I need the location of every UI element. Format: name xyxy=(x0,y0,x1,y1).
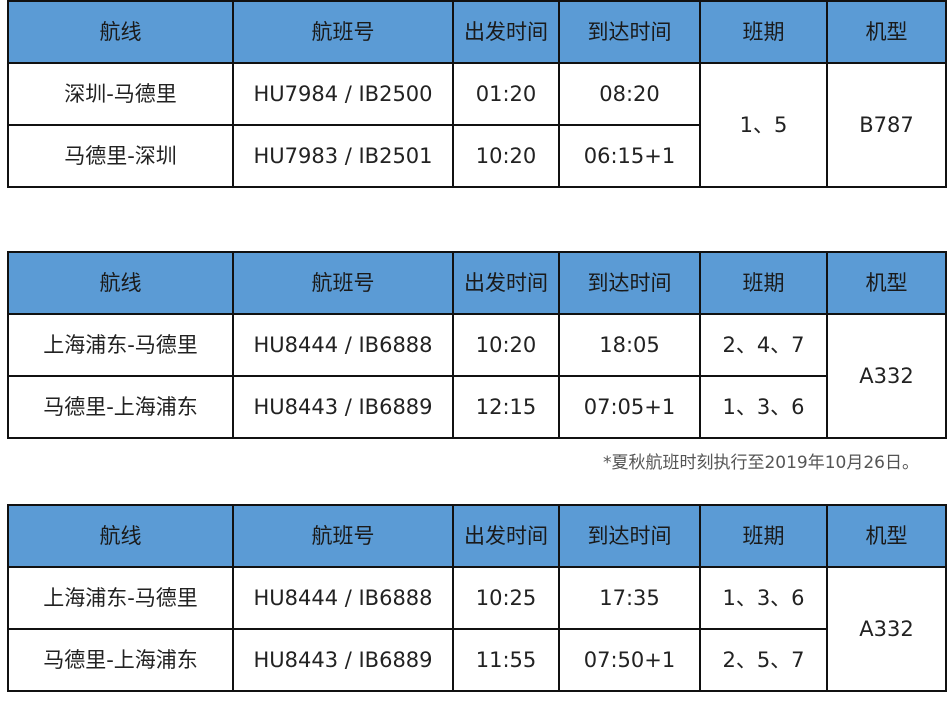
days-cell: 2、4、7 xyxy=(699,313,828,377)
flight-number-cell: HU7984 / IB2500 xyxy=(232,62,454,126)
column-header: 机型 xyxy=(826,504,947,568)
column-header: 班期 xyxy=(699,0,828,64)
departure-time-cell: 11:55 xyxy=(452,628,560,692)
departure-time-cell: 12:15 xyxy=(452,375,560,439)
flight-number-cell: HU8443 / IB6889 xyxy=(232,375,454,439)
table-row: 马德里-深圳 HU7983 / IB2501 10:20 06:15+1 xyxy=(7,124,946,188)
column-header: 出发时间 xyxy=(452,0,560,64)
arrival-time-cell: 08:20 xyxy=(558,62,701,126)
departure-time-cell: 10:20 xyxy=(452,124,560,188)
column-header: 出发时间 xyxy=(452,504,560,568)
header-row: 航线 航班号 出发时间 到达时间 班期 机型 xyxy=(7,0,947,64)
column-header: 机型 xyxy=(826,0,947,64)
departure-time-cell: 10:25 xyxy=(452,566,560,630)
column-header: 到达时间 xyxy=(558,0,701,64)
column-header: 出发时间 xyxy=(452,251,560,315)
arrival-time-cell: 06:15+1 xyxy=(558,124,701,188)
arrival-time-cell: 17:35 xyxy=(558,566,701,630)
route-cell: 上海浦东-马德里 xyxy=(7,313,234,377)
days-cell: 1、5 xyxy=(699,62,828,188)
column-header: 到达时间 xyxy=(558,504,701,568)
departure-time-cell: 01:20 xyxy=(452,62,560,126)
column-header: 航线 xyxy=(7,504,234,568)
schedule-note: *夏秋航班时刻执行至2019年10月26日。 xyxy=(602,453,919,473)
departure-time-cell: 10:20 xyxy=(452,313,560,377)
aircraft-cell: B787 xyxy=(826,62,947,188)
column-header: 航班号 xyxy=(232,251,454,315)
days-cell: 2、5、7 xyxy=(699,628,828,692)
days-cell: 1、3、6 xyxy=(699,375,828,439)
flight-number-cell: HU8444 / IB6888 xyxy=(232,313,454,377)
flight-schedule-table: 航线 航班号 出发时间 到达时间 班期 机型 上海浦东-马德里 HU8444 / IB68… xyxy=(7,504,947,692)
table-row: 深圳-马德里 HU7984 / IB2500 01:20 08:20 1、5 B78… xyxy=(7,62,947,188)
route-cell: 深圳-马德里 xyxy=(7,62,234,126)
table-row: 上海浦东-马德里 HU8444 / IB6888 10:20 18:05 2、4、… xyxy=(7,313,947,439)
route-cell: 马德里-深圳 xyxy=(7,124,234,188)
column-header: 到达时间 xyxy=(558,251,701,315)
table-row: 马德里-上海浦东 HU8443 / IB6889 12:15 07:05+1 1、… xyxy=(7,375,946,439)
column-header: 航线 xyxy=(7,251,234,315)
column-header: 班期 xyxy=(699,504,828,568)
aircraft-cell: A332 xyxy=(826,566,947,692)
arrival-time-cell: 18:05 xyxy=(558,313,701,377)
column-header: 机型 xyxy=(826,251,947,315)
flight-number-cell: HU8444 / IB6888 xyxy=(232,566,454,630)
header-row: 航线 航班号 出发时间 到达时间 班期 机型 xyxy=(7,504,947,568)
header-row: 航线 航班号 出发时间 到达时间 班期 机型 xyxy=(7,251,947,315)
table-row: 马德里-上海浦东 HU8443 / IB6889 11:55 07:50+1 2、… xyxy=(7,628,946,692)
column-header: 班期 xyxy=(699,251,828,315)
arrival-time-cell: 07:05+1 xyxy=(558,375,701,439)
flight-schedule-table: 航线 航班号 出发时间 到达时间 班期 机型 上海浦东-马德里 HU8444 / IB68… xyxy=(7,251,947,439)
route-cell: 上海浦东-马德里 xyxy=(7,566,234,630)
route-cell: 马德里-上海浦东 xyxy=(7,628,234,692)
days-cell: 1、3、6 xyxy=(699,566,828,630)
flight-number-cell: HU8443 / IB6889 xyxy=(232,628,454,692)
column-header: 航线 xyxy=(7,0,234,64)
column-header: 航班号 xyxy=(232,0,454,64)
aircraft-cell: A332 xyxy=(826,313,947,439)
arrival-time-cell: 07:50+1 xyxy=(558,628,701,692)
route-cell: 马德里-上海浦东 xyxy=(7,375,234,439)
table-row: 上海浦东-马德里 HU8444 / IB6888 10:25 17:35 1、3、… xyxy=(7,566,947,692)
column-header: 航班号 xyxy=(232,504,454,568)
flight-schedule-table: 航线 航班号 出发时间 到达时间 班期 机型 深圳-马德里 HU7984 / IB2500… xyxy=(7,0,947,188)
flight-number-cell: HU7983 / IB2501 xyxy=(232,124,454,188)
